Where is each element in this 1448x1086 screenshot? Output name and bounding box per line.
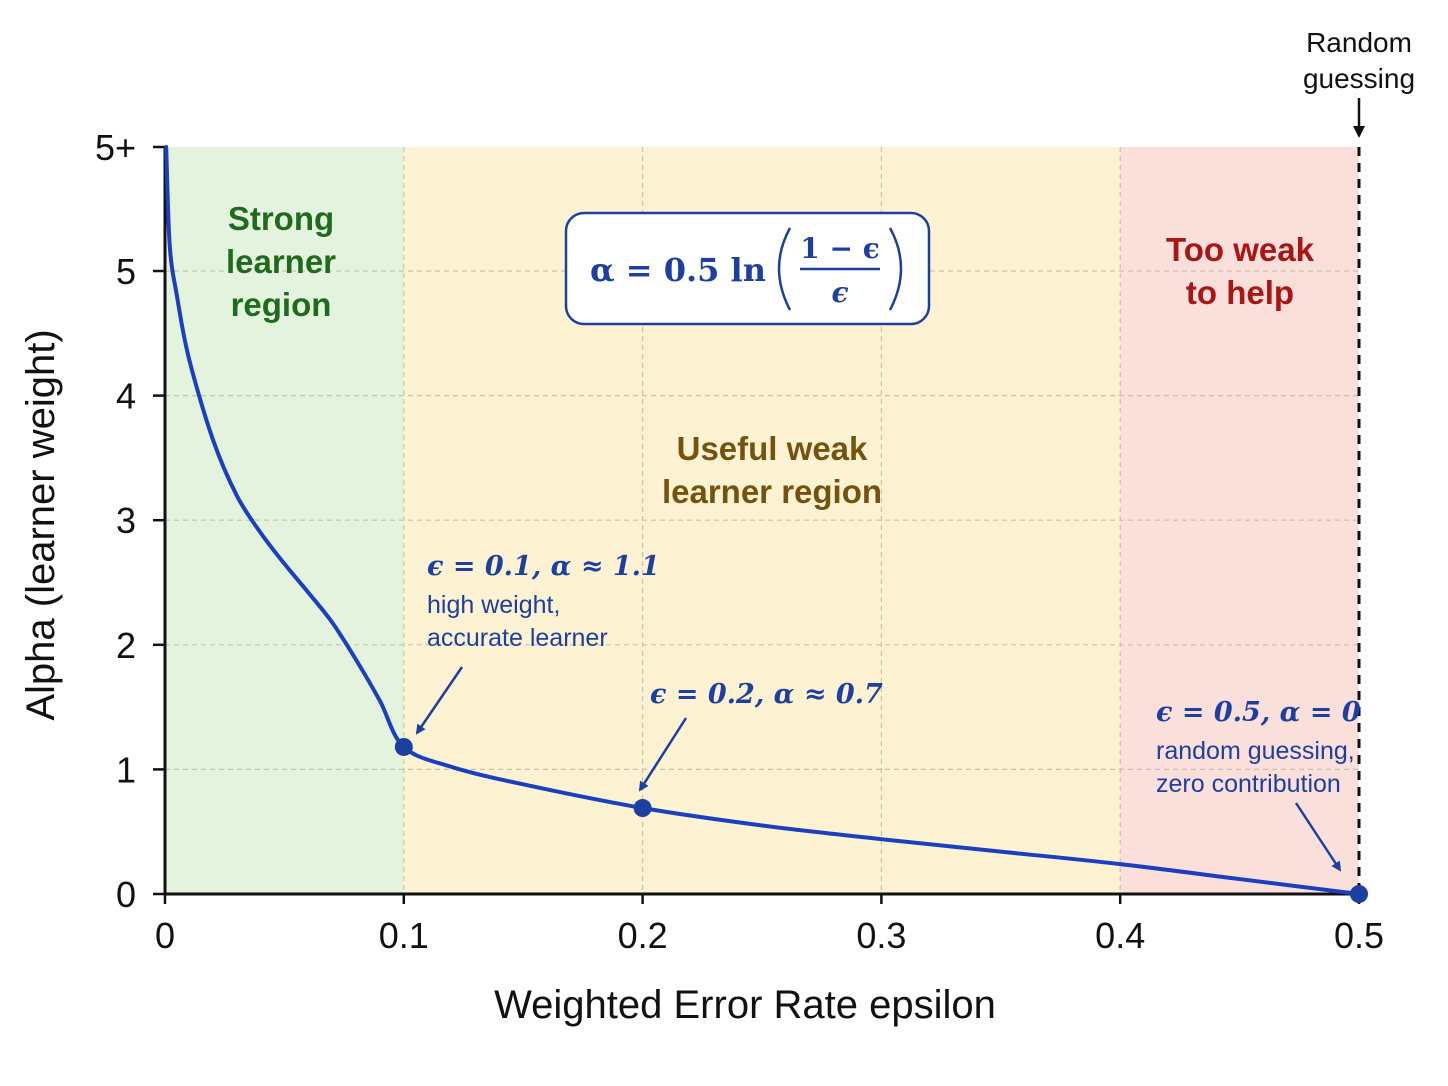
y-tick-label: 5: [116, 251, 136, 292]
annotation-math-1: ϵ = 0.2, α ≈ 0.7: [650, 679, 883, 710]
x-tick-label: 0.2: [618, 915, 668, 956]
annotation-text-2: zero contribution: [1156, 770, 1341, 798]
y-tick-label: 4: [116, 376, 136, 417]
y-tick-label: 5+: [95, 127, 136, 168]
formula-frame: [564, 211, 931, 326]
region-label-1: learner region: [662, 473, 882, 510]
x-tick-label: 0.5: [1334, 915, 1384, 956]
formula-denominator: ϵ: [831, 276, 848, 309]
annotation-math-2: ϵ = 0.5, α = 0: [1156, 697, 1361, 728]
random-guessing-label: Random: [1306, 27, 1412, 58]
formula-lhs: α = 0.5 ln: [590, 251, 766, 289]
tick-labels: 0 0.1 0.2 0.3 0.4 0.5 0 1 2 3 4 5 5+: [95, 127, 1384, 956]
x-tick-label: 0.1: [379, 915, 429, 956]
region-label-2: to help: [1186, 274, 1294, 311]
region-label-0: region: [231, 286, 332, 323]
highlight-point-1: [633, 799, 652, 818]
annotation-arrow-1: [638, 717, 688, 792]
x-axis-title: Weighted Error Rate epsilon: [494, 983, 996, 1027]
y-tick-label: 1: [116, 749, 136, 790]
x-tick-label: 0.3: [856, 915, 906, 956]
y-tick-label: 0: [116, 874, 136, 915]
formula-box: α = 0.5 ln 1 − ϵ ϵ: [564, 211, 931, 326]
annotation-arrow-0: [415, 666, 464, 735]
region-labels: Strong learner region Useful weak learner re…: [226, 200, 1315, 510]
highlight-point-2: [1350, 885, 1368, 903]
x-tick-label: 0: [155, 915, 175, 956]
axis-titles: Weighted Error Rate epsilon Alpha (learne…: [19, 329, 996, 1027]
annotation-text-0: accurate learner: [427, 624, 608, 652]
annotation-text-0: high weight,: [427, 591, 560, 619]
y-axis-title: Alpha (learner weight): [19, 329, 63, 720]
x-tick-label: 0.4: [1095, 915, 1145, 956]
random-guessing-label: guessing: [1303, 63, 1415, 94]
annotation-text-2: random guessing,: [1156, 737, 1355, 765]
annotation-math-0: ϵ = 0.1, α ≈ 1.1: [427, 551, 660, 582]
series-layer: [164, 145, 1368, 903]
grid-lines: [165, 147, 1359, 894]
y-tick-label: 3: [116, 500, 136, 541]
formula-left-paren: [777, 227, 792, 311]
region-label-0: learner: [226, 243, 336, 280]
annotation-arrow-2: [1294, 802, 1342, 872]
annotations: ϵ = 0.1, α ≈ 1.1 high weight, accurate lea…: [415, 551, 1361, 872]
region-label-1: Useful weak: [677, 430, 868, 467]
formula-numerator: 1 − ϵ: [800, 232, 880, 265]
alpha-curve: [164, 145, 1361, 896]
formula-right-paren: [888, 227, 903, 311]
region-label-2: Too weak: [1166, 231, 1315, 268]
y-tick-label: 2: [116, 625, 136, 666]
highlight-point-0: [394, 737, 413, 756]
region-label-0: Strong: [228, 200, 334, 237]
reference-note: Random guessing: [1303, 27, 1415, 138]
